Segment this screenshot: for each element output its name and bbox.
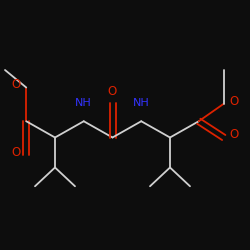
Text: O: O — [11, 78, 20, 92]
Text: NH: NH — [133, 98, 150, 108]
Text: O: O — [11, 146, 20, 159]
Text: O: O — [230, 128, 239, 141]
Text: NH: NH — [76, 98, 92, 108]
Text: O: O — [108, 85, 117, 98]
Text: O: O — [230, 95, 239, 108]
